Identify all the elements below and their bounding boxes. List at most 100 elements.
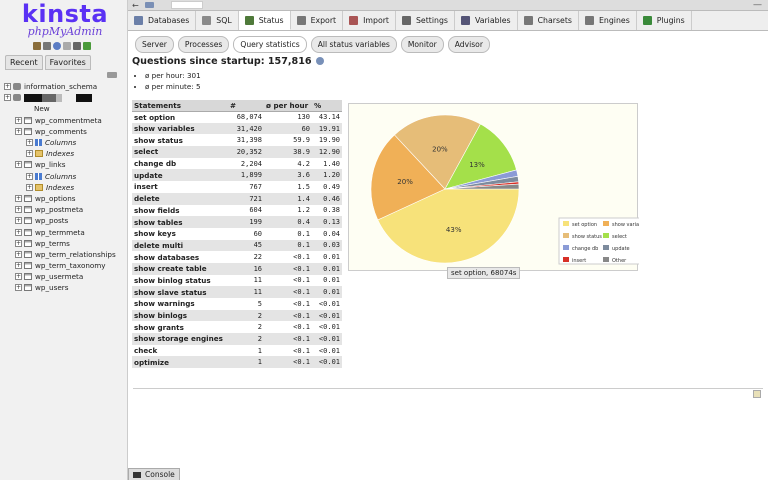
legend-label[interactable]: set option [572,222,597,228]
tree-item[interactable]: + [4,92,126,103]
subtab-server[interactable]: Server [135,36,174,53]
back-arrow-icon[interactable]: ← [132,1,139,10]
tree-item[interactable]: + wp_terms [4,238,126,249]
subtab-advisor[interactable]: Advisor [447,36,490,53]
recent-tab[interactable]: Recent [5,55,43,70]
console-tab[interactable]: Console [128,468,180,480]
settings-icon[interactable] [73,42,81,50]
subtab-query-statistics[interactable]: Query statistics [233,36,307,53]
kinsta-logo[interactable]: kinsta phpMyAdmin [10,2,120,38]
tab-databases[interactable]: Databases [128,11,197,30]
expand-icon[interactable]: + [26,172,33,180]
subtab-all-status-variables[interactable]: All status variables [310,36,397,53]
tree-item[interactable]: + wp_termmeta [4,226,126,237]
pie-slice-show-status[interactable] [394,114,481,190]
table-row: optimize 1 <0.1 <0.01 [132,356,342,369]
pie-slice-select[interactable] [444,123,517,190]
minimize-icon[interactable]: — [753,0,762,10]
tab-sql[interactable]: SQL [196,11,239,30]
statement-value: <0.1 [264,262,312,275]
statement-value: <0.1 [264,251,312,263]
expand-icon[interactable]: + [15,127,22,135]
expand-icon[interactable]: + [15,116,22,124]
pie-slice-Other[interactable] [444,183,520,190]
statement-value: 199 [228,216,264,228]
expand-icon[interactable]: + [15,206,22,214]
breadcrumb[interactable] [171,1,203,9]
tab-charsets[interactable]: Charsets [518,11,579,30]
tree-item[interactable]: + wp_links [4,159,126,170]
tree-item[interactable]: + wp_term_taxonomy [4,260,126,271]
help-icon[interactable] [53,42,61,50]
tree-item[interactable]: + wp_postmeta [4,204,126,215]
pie-slice-show-variables[interactable] [370,134,446,221]
subtab-monitor[interactable]: Monitor [400,36,444,53]
legend-label[interactable]: change db [572,246,598,252]
reload-icon[interactable] [83,42,91,50]
pie-slice-set-option[interactable] [377,188,520,264]
expand-icon[interactable]: + [15,239,22,247]
table-row: update 1,899 3.6 1.20 [132,169,342,182]
column-header[interactable]: ø per hour [264,100,312,112]
expand-icon[interactable]: + [15,250,22,258]
home-icon[interactable] [33,42,41,50]
expand-icon[interactable]: + [15,161,22,169]
column-header[interactable]: Statements [132,100,228,112]
legend-label[interactable]: update [612,246,630,252]
expand-icon[interactable]: + [26,150,33,158]
expand-icon[interactable]: + [26,183,33,191]
tree-item[interactable]: + wp_usermeta [4,271,126,282]
legend-label[interactable]: show variables [612,222,639,228]
tree-item[interactable]: + Indexes [4,182,126,193]
table-row: show databases 22 <0.1 0.01 [132,251,342,263]
expand-icon[interactable]: + [15,217,22,225]
legend-label[interactable]: show status [572,234,602,240]
tree-item[interactable]: + Columns [4,137,126,148]
help-icon[interactable] [315,57,324,65]
expand-icon[interactable]: + [15,228,22,236]
statement-value: <0.1 [264,286,312,298]
column-header[interactable]: # [228,100,264,112]
expand-icon[interactable]: + [4,83,11,91]
expand-icon[interactable]: + [26,139,33,147]
columns-icon [35,172,42,180]
tree-item[interactable]: + wp_options [4,193,126,204]
tab-plugins[interactable]: Plugins [637,11,692,30]
tree-item[interactable]: New [4,103,126,114]
server-icon[interactable] [145,2,154,8]
legend-label[interactable]: insert [572,258,586,264]
logout-icon[interactable] [43,42,51,50]
legend-label[interactable]: Other [612,258,627,264]
tab-settings[interactable]: Settings [396,11,455,30]
tab-export[interactable]: Export [291,11,344,30]
expand-icon[interactable]: + [15,194,22,202]
tree-item-label: wp_term_relationships [35,249,116,259]
tree-item[interactable]: + wp_comments [4,126,126,137]
tab-variables[interactable]: Variables [455,11,518,30]
tab-engines[interactable]: Engines [579,11,637,30]
docs-icon[interactable] [63,42,71,50]
tree-item[interactable]: + wp_commentmeta [4,115,126,126]
collapse-icon[interactable] [107,72,117,78]
tree-item[interactable]: + wp_posts [4,215,126,226]
tree-item[interactable]: + wp_users [4,282,126,293]
expand-icon[interactable]: + [15,284,22,292]
tree-item[interactable]: + Indexes [4,148,126,159]
sql-icon [202,16,212,25]
bookmark-icon[interactable] [753,390,761,398]
column-header[interactable]: % [312,100,342,112]
table-icon [24,127,32,135]
tree-item[interactable]: + Columns [4,171,126,182]
tree-item[interactable]: + information_schema [4,81,126,92]
favorites-tab[interactable]: Favorites [44,55,91,70]
tab-status[interactable]: Status [238,11,291,30]
statement-value: 45 [228,239,264,252]
tree-item[interactable]: + wp_term_relationships [4,249,126,260]
tab-import[interactable]: Import [343,11,396,30]
expand-icon[interactable]: + [15,262,22,270]
legend-label[interactable]: select [612,234,627,240]
expand-icon[interactable]: + [4,94,11,102]
subtab-processes[interactable]: Processes [177,36,230,53]
legend-swatch [563,233,569,238]
expand-icon[interactable]: + [15,273,22,281]
